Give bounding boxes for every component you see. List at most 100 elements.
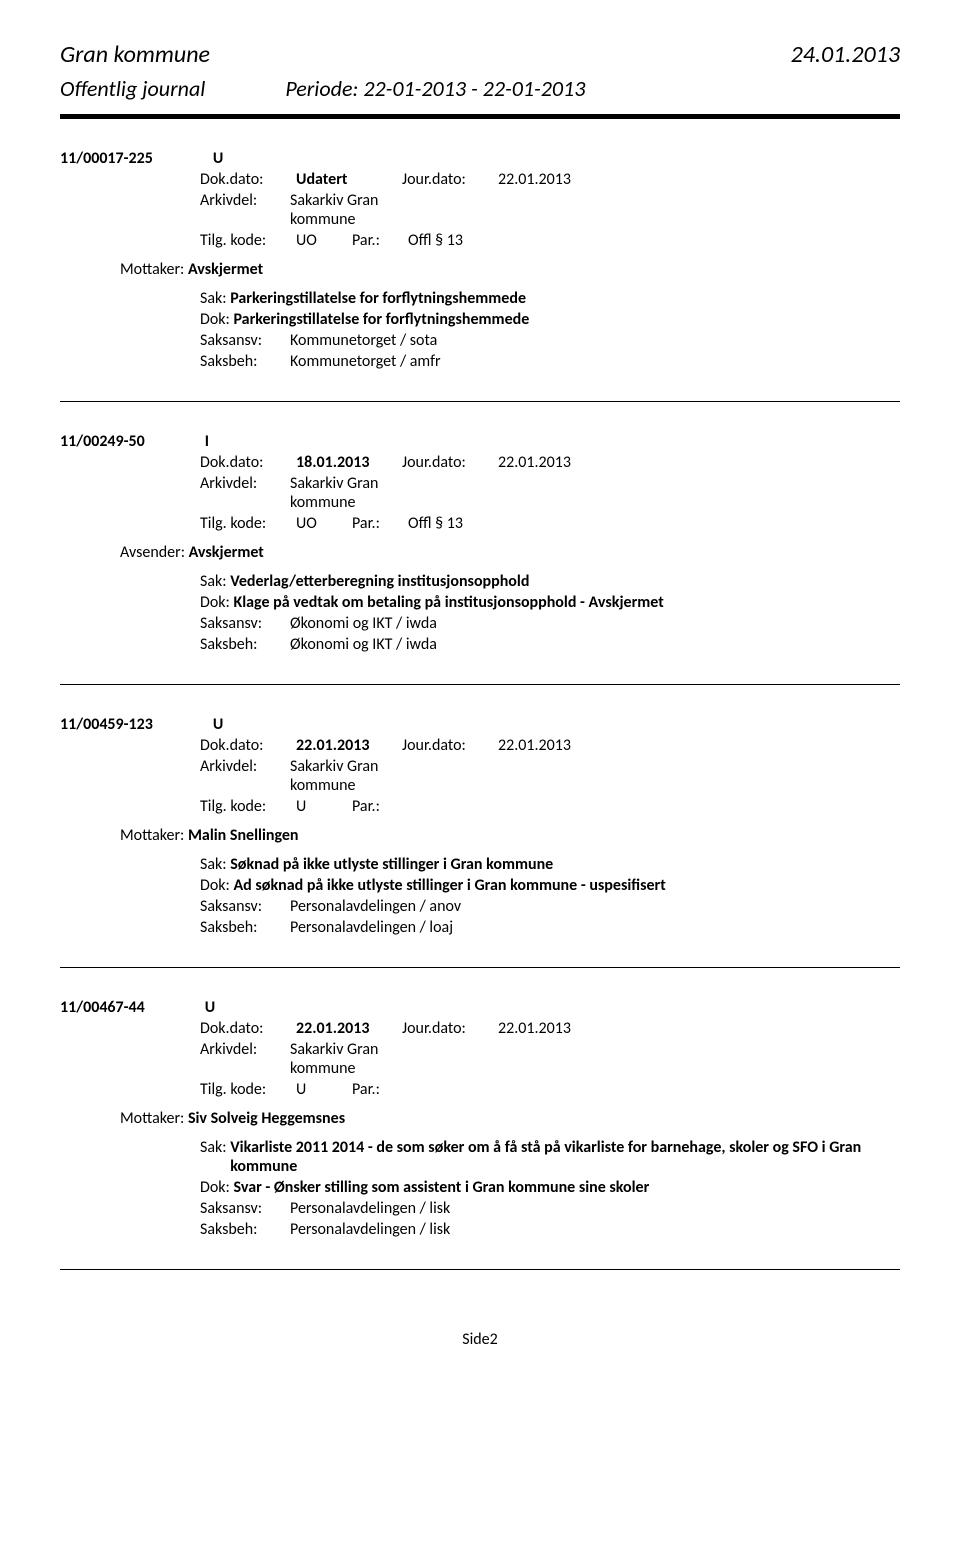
dok-label: Dok:	[200, 1178, 230, 1197]
tilgkode-value: UO	[296, 514, 346, 533]
arkivdel-label: Arkivdel:	[200, 191, 290, 229]
saksansv-row: Saksansv: Personalavdelingen / lisk	[60, 1199, 900, 1218]
dok-value: Svar - Ønsker stilling som assistent i G…	[233, 1178, 649, 1197]
dokdato-row: Dok.dato: 18.01.2013 Jour.dato: 22.01.20…	[60, 453, 900, 472]
arkivdel-row: Arkivdel: Sakarkiv Gran kommune	[60, 757, 900, 795]
dokdato-value: 22.01.2013	[296, 736, 396, 755]
journal-entry: 11/00017-225 U Dok.dato: Udatert Jour.da…	[60, 149, 900, 371]
dok-row: Dok: Klage på vedtak om betaling på inst…	[60, 593, 900, 612]
tilgkode-label: Tilg. kode:	[200, 1080, 290, 1099]
arkivdel-label: Arkivdel:	[200, 1040, 290, 1078]
entry-id: 11/00459-123	[60, 715, 153, 734]
par-label: Par.:	[352, 797, 402, 816]
jourdato-label: Jour.dato:	[402, 736, 492, 755]
entry-divider	[60, 1269, 900, 1270]
saksbeh-value: Økonomi og IKT / iwda	[290, 635, 437, 654]
party-label: Mottaker:	[120, 1109, 184, 1128]
entry-id: 11/00017-225	[60, 149, 153, 168]
arkivdel-label: Arkivdel:	[200, 757, 290, 795]
saksbeh-label: Saksbeh:	[200, 918, 290, 937]
entries-container: 11/00017-225 U Dok.dato: Udatert Jour.da…	[60, 149, 900, 1270]
arkivdel-label: Arkivdel:	[200, 474, 290, 512]
saksbeh-row: Saksbeh: Personalavdelingen / lisk	[60, 1220, 900, 1239]
saksansv-label: Saksansv:	[200, 614, 290, 633]
jourdato-value: 22.01.2013	[498, 736, 571, 755]
jourdato-value: 22.01.2013	[498, 170, 571, 189]
tilgkode-row: Tilg. kode: UO Par.: Offl § 13	[60, 231, 900, 250]
tilgkode-value: U	[296, 797, 346, 816]
saksansv-label: Saksansv:	[200, 1199, 290, 1218]
sak-label: Sak:	[200, 1138, 227, 1176]
dokdato-value: Udatert	[296, 170, 396, 189]
entry-id-row: 11/00467-44 U	[60, 998, 900, 1017]
sak-row: Sak: Parkeringstillatelse for forflytnin…	[60, 289, 900, 308]
sak-label: Sak:	[200, 289, 227, 308]
header-period: Periode: 22-01-2013 - 22-01-2013	[285, 75, 585, 102]
header-date: 24.01.2013	[791, 40, 900, 69]
sak-row: Sak: Søknad på ikke utlyste stillinger i…	[60, 855, 900, 874]
sak-value: Søknad på ikke utlyste stillinger i Gran…	[230, 855, 553, 874]
entry-type: U	[205, 998, 215, 1017]
arkivdel-value: Sakarkiv Gran kommune	[290, 757, 430, 795]
dok-label: Dok:	[200, 310, 230, 329]
arkivdel-row: Arkivdel: Sakarkiv Gran kommune	[60, 1040, 900, 1078]
saksbeh-value: Kommunetorget / amfr	[290, 352, 441, 371]
tilgkode-row: Tilg. kode: U Par.:	[60, 1080, 900, 1099]
dok-row: Dok: Svar - Ønsker stilling som assisten…	[60, 1178, 900, 1197]
saksansv-value: Økonomi og IKT / iwda	[290, 614, 437, 633]
par-label: Par.:	[352, 514, 402, 533]
dokdato-value: 18.01.2013	[296, 453, 396, 472]
sak-value: Vederlag/etterberegning institusjonsopph…	[230, 572, 529, 591]
party-row: Mottaker: Malin Snellingen	[60, 826, 900, 845]
party-label: Mottaker:	[120, 826, 184, 845]
party-value: Avskjermet	[188, 260, 263, 279]
saksbeh-label: Saksbeh:	[200, 352, 290, 371]
dokdato-value: 22.01.2013	[296, 1019, 396, 1038]
jourdato-label: Jour.dato:	[402, 170, 492, 189]
entry-id: 11/00249-50	[60, 432, 145, 451]
dokdato-row: Dok.dato: 22.01.2013 Jour.dato: 22.01.20…	[60, 736, 900, 755]
par-label: Par.:	[352, 231, 402, 250]
entry-divider	[60, 401, 900, 402]
dok-label: Dok:	[200, 593, 230, 612]
saksansv-value: Personalavdelingen / anov	[290, 897, 461, 916]
dok-value: Parkeringstillatelse for forflytningshem…	[233, 310, 529, 329]
tilgkode-value: U	[296, 1080, 346, 1099]
entry-id-row: 11/00017-225 U	[60, 149, 900, 168]
party-label: Mottaker:	[120, 260, 184, 279]
par-label: Par.:	[352, 1080, 402, 1099]
header-title: Gran kommune	[60, 40, 210, 69]
saksansv-row: Saksansv: Personalavdelingen / anov	[60, 897, 900, 916]
entry-id-row: 11/00249-50 I	[60, 432, 900, 451]
entry-divider	[60, 684, 900, 685]
party-row: Mottaker: Avskjermet	[60, 260, 900, 279]
saksansv-label: Saksansv:	[200, 897, 290, 916]
header-divider	[60, 114, 900, 119]
header-subtitle: Offentlig journal	[60, 75, 205, 102]
saksbeh-value: Personalavdelingen / lisk	[290, 1220, 450, 1239]
arkivdel-value: Sakarkiv Gran kommune	[290, 474, 430, 512]
dokdato-label: Dok.dato:	[200, 170, 290, 189]
saksansv-value: Kommunetorget / sota	[290, 331, 437, 350]
entry-type: I	[205, 432, 209, 451]
saksbeh-row: Saksbeh: Kommunetorget / amfr	[60, 352, 900, 371]
party-value: Siv Solveig Heggemsnes	[188, 1109, 345, 1128]
dok-row: Dok: Ad søknad på ikke utlyste stillinge…	[60, 876, 900, 895]
sak-row: Sak: Vederlag/etterberegning institusjon…	[60, 572, 900, 591]
page-footer: Side2	[60, 1330, 900, 1349]
header-sub-row: Offentlig journal Periode: 22-01-2013 - …	[60, 75, 900, 102]
sak-row: Sak: Vikarliste 2011 2014 - de som søker…	[60, 1138, 900, 1176]
dokdato-label: Dok.dato:	[200, 736, 290, 755]
tilgkode-label: Tilg. kode:	[200, 231, 290, 250]
arkivdel-value: Sakarkiv Gran kommune	[290, 191, 430, 229]
entry-id-row: 11/00459-123 U	[60, 715, 900, 734]
dokdato-row: Dok.dato: Udatert Jour.dato: 22.01.2013	[60, 170, 900, 189]
jourdato-value: 22.01.2013	[498, 453, 571, 472]
party-label: Avsender:	[120, 543, 185, 562]
tilgkode-value: UO	[296, 231, 346, 250]
saksbeh-row: Saksbeh: Økonomi og IKT / iwda	[60, 635, 900, 654]
page-number: Side2	[462, 1330, 498, 1349]
arkivdel-value: Sakarkiv Gran kommune	[290, 1040, 430, 1078]
journal-entry: 11/00459-123 U Dok.dato: 22.01.2013 Jour…	[60, 715, 900, 937]
arkivdel-row: Arkivdel: Sakarkiv Gran kommune	[60, 191, 900, 229]
